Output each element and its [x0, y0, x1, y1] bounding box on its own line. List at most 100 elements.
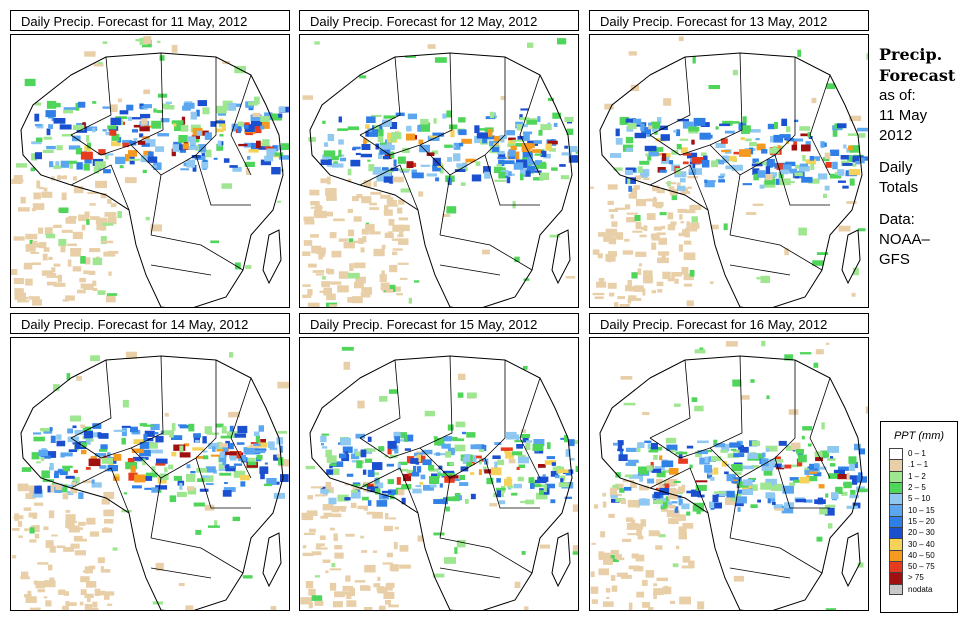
precip-cell [328, 497, 337, 505]
precip-cell [635, 554, 645, 562]
precip-cell [32, 299, 42, 306]
precip-cell [615, 484, 619, 490]
precip-cell [315, 273, 324, 276]
precip-cell [627, 280, 632, 288]
precip-cell [685, 227, 698, 232]
precip-cell [49, 577, 55, 581]
precip-cell [665, 479, 678, 486]
precip-cell [470, 444, 482, 450]
precip-cell [677, 208, 687, 213]
precip-cell [301, 512, 314, 521]
precip-cell [711, 456, 722, 462]
country-border [195, 154, 251, 206]
precip-cell [653, 491, 661, 499]
precip-cell [196, 109, 200, 117]
precip-cell [25, 278, 33, 286]
precip-cell [101, 153, 114, 156]
precip-cell [704, 456, 709, 464]
precip-cell [321, 443, 324, 446]
precip-cell [200, 130, 209, 136]
precip-cell [25, 493, 36, 500]
precip-cell [651, 290, 656, 294]
precip-cell [72, 425, 77, 429]
precip-cell [631, 553, 639, 559]
precip-cell [256, 454, 263, 460]
precip-cell [610, 494, 618, 498]
precip-cell [523, 366, 528, 370]
coastline [309, 355, 573, 610]
precip-cell [81, 224, 86, 231]
precip-cell [617, 296, 625, 300]
precip-cell [757, 170, 766, 178]
precip-cell [657, 153, 665, 156]
precip-cell [151, 449, 163, 454]
precip-cell [610, 575, 616, 581]
precip-cell [247, 156, 251, 160]
precip-cell [358, 75, 367, 79]
precip-cell [766, 448, 770, 452]
precip-cell [260, 473, 265, 480]
precip-cell [408, 297, 412, 304]
precip-cell [635, 221, 642, 230]
legend-label: .1 – 1 [908, 460, 929, 470]
precip-cell [370, 114, 382, 117]
precip-cell [235, 262, 241, 270]
precip-cell [770, 172, 777, 178]
precip-cell [257, 142, 268, 145]
precip-cell [363, 607, 373, 610]
precip-cell [445, 506, 450, 512]
precip-cell [667, 224, 676, 231]
precip-cell [568, 439, 575, 447]
precip-cell [139, 126, 150, 132]
country-border [359, 437, 421, 459]
precip-cell [478, 128, 487, 131]
precip-cell [31, 452, 40, 460]
precip-cell [151, 120, 162, 129]
precip-cell [208, 525, 220, 528]
madagascar-outline [262, 229, 282, 285]
precip-cell [830, 149, 840, 156]
precip-cell [140, 155, 148, 163]
precip-cell [344, 451, 349, 458]
precip-cell [752, 203, 764, 206]
precip-cell [186, 486, 195, 491]
precip-cell [625, 285, 629, 292]
precip-cell [179, 452, 191, 458]
precip-cell [187, 487, 197, 495]
precip-cell [817, 173, 828, 180]
precip-cell [302, 545, 307, 549]
precip-cell [667, 181, 671, 187]
precip-cell [90, 355, 100, 362]
country-border [649, 134, 711, 156]
precip-cell [376, 500, 388, 507]
precip-cell [366, 511, 376, 515]
precip-cell [752, 168, 760, 175]
precip-cell [397, 262, 409, 265]
precip-cell [666, 509, 675, 518]
legend-swatch [889, 470, 903, 482]
precip-cell [568, 155, 578, 163]
precip-cell [360, 292, 371, 298]
precip-cell [508, 137, 516, 141]
precip-cell [826, 83, 836, 89]
precip-cell [219, 134, 224, 137]
precip-cell [344, 497, 351, 501]
precip-cell [677, 182, 681, 188]
precip-cell [751, 465, 759, 469]
precip-cell [399, 545, 409, 552]
precip-cell [101, 498, 110, 505]
precip-cell [678, 498, 683, 506]
legend-swatch [889, 583, 903, 595]
precip-cell [87, 142, 92, 149]
precip-cell [46, 281, 57, 286]
precip-cell [606, 596, 610, 599]
precip-cell [325, 449, 333, 458]
precip-cell [362, 481, 373, 484]
precip-cell [325, 188, 337, 196]
precip-cell [427, 122, 431, 125]
precip-cell [542, 474, 546, 477]
precip-cell [201, 160, 209, 169]
precip-cell [626, 217, 636, 223]
precip-cell [674, 278, 679, 284]
precip-cell [412, 488, 422, 494]
